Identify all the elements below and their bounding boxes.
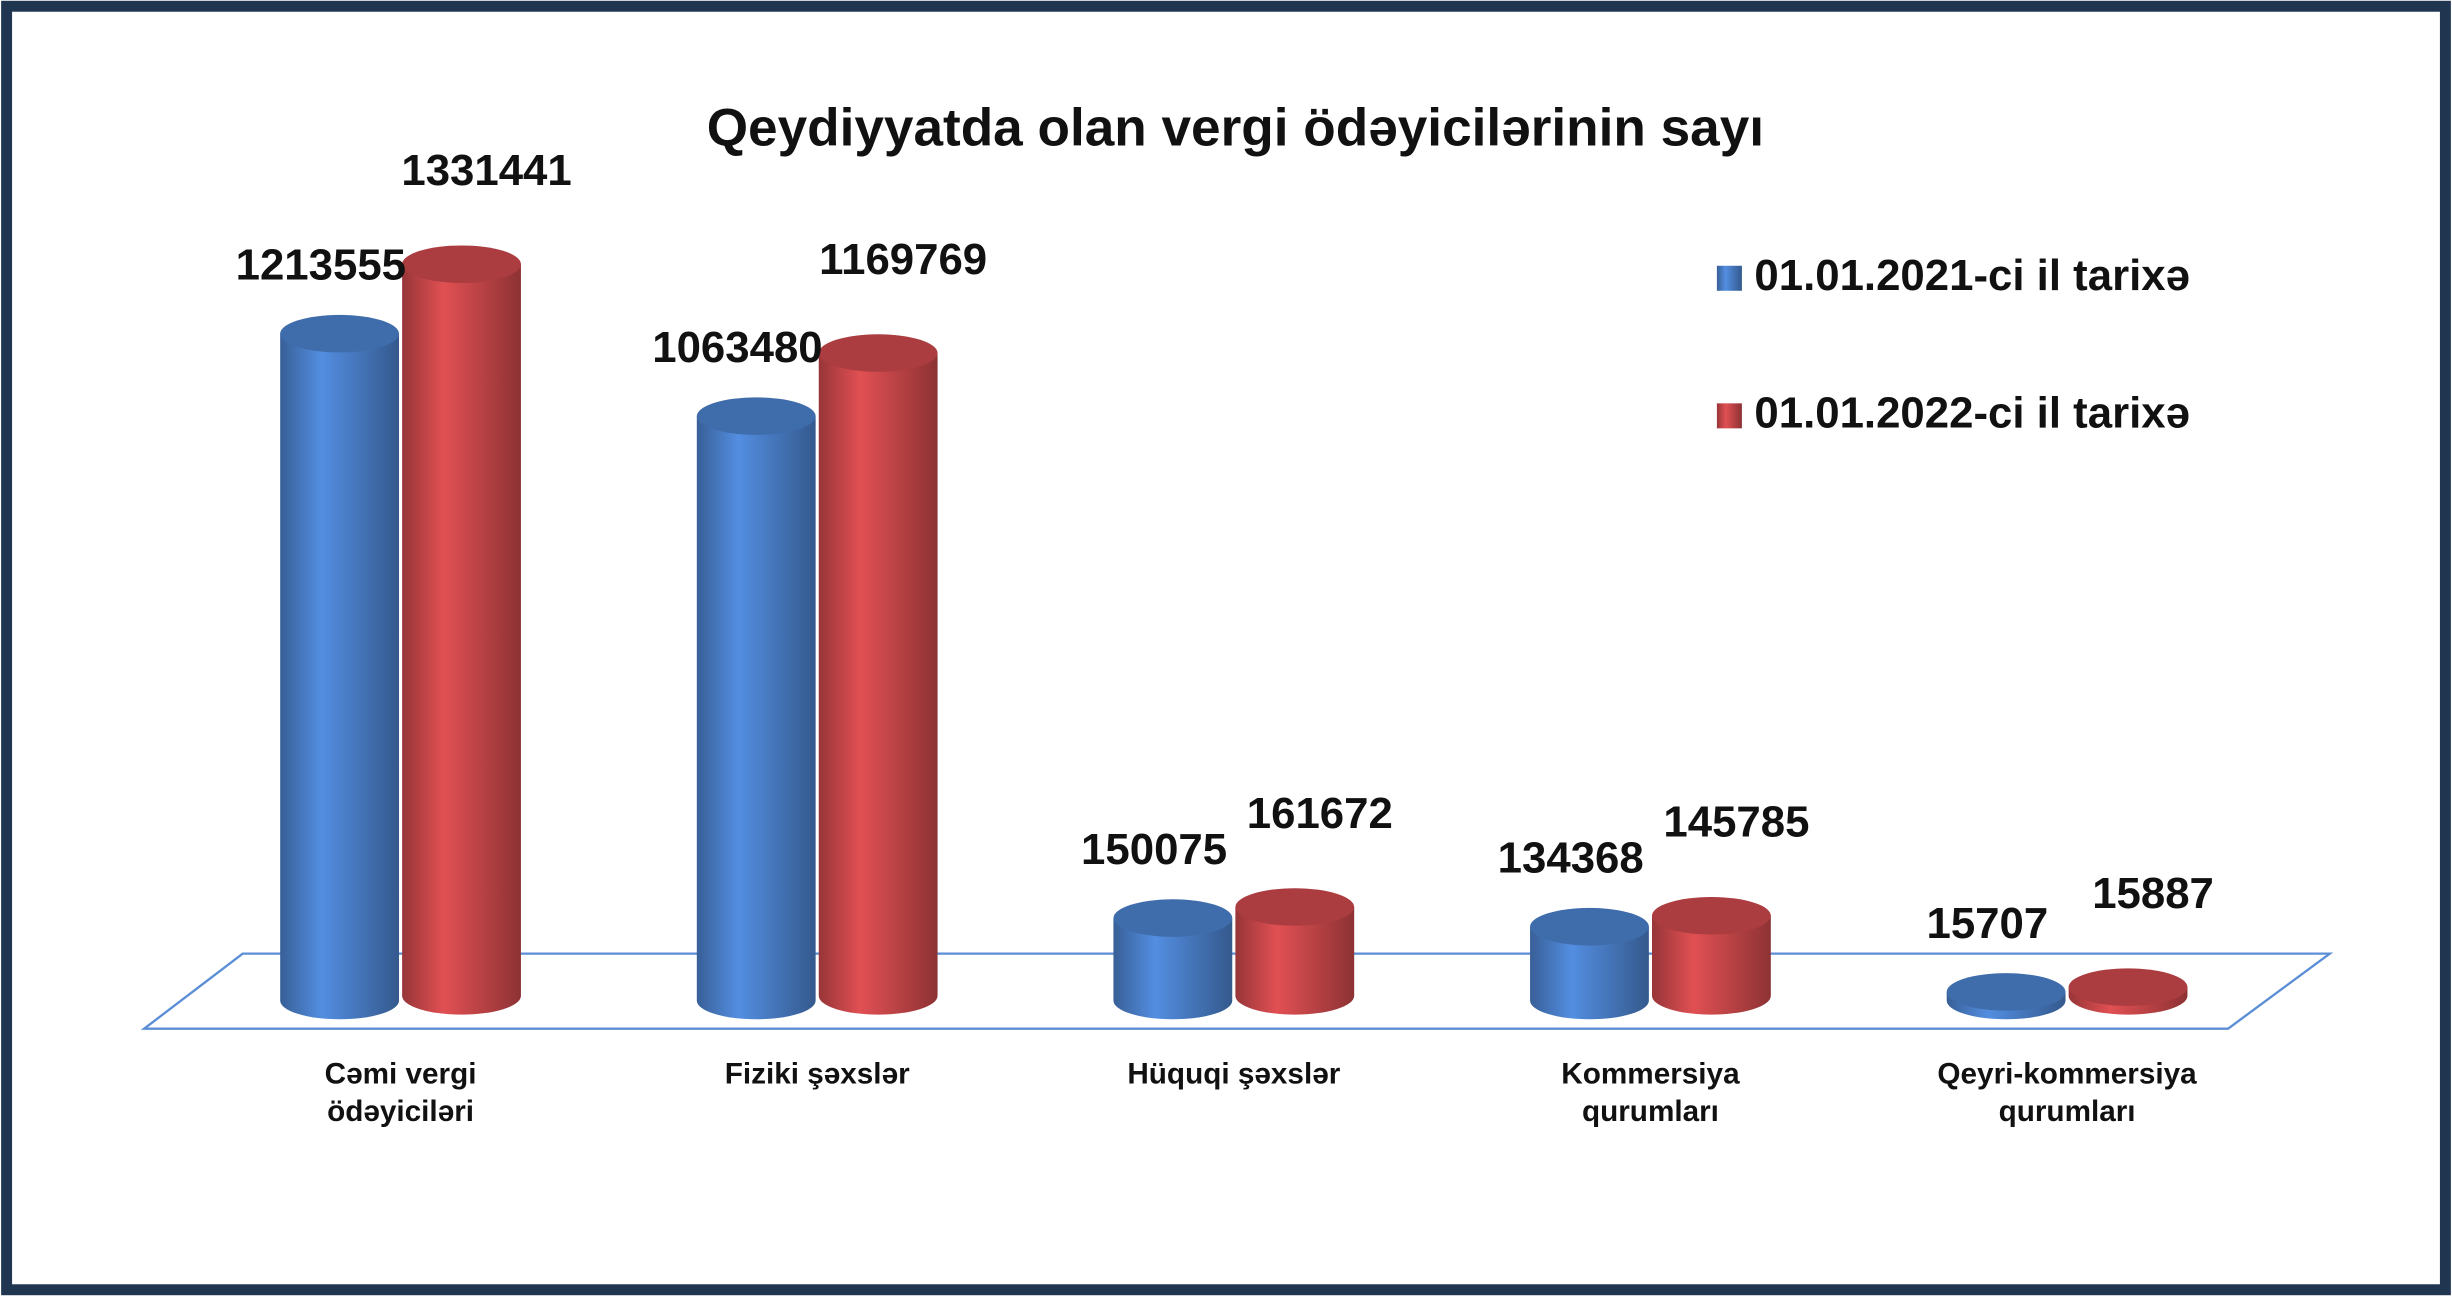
- data-label: 150075: [1081, 825, 1227, 874]
- bar: [1113, 918, 1233, 1020]
- legend-swatch: [1716, 403, 1742, 429]
- data-label: 1169769: [819, 235, 987, 284]
- data-label: 1331441: [401, 146, 571, 195]
- bar-top: [402, 245, 521, 283]
- data-label: 161672: [1247, 789, 1393, 838]
- chart-title: Qeydiyyatda olan vergi ödəyicilərinin sa…: [707, 98, 1764, 157]
- bar-top: [280, 314, 399, 353]
- x-label-box: Hüquqi şəxslər: [1127, 1058, 1341, 1092]
- bar: [402, 264, 521, 1015]
- bar-top: [2068, 968, 2188, 1006]
- x-label-box: Cəmi vergi ödəyiciləri: [324, 1058, 477, 1129]
- bar: [1530, 926, 1649, 1020]
- bar-top: [696, 397, 816, 435]
- x-tick-label: Kommersiya qurumları: [1561, 1058, 1740, 1129]
- data-label: 145785: [1663, 798, 1809, 847]
- bar-top: [1530, 907, 1649, 946]
- bar: [1235, 907, 1355, 1015]
- bar-top: [818, 334, 938, 372]
- bar: [1652, 915, 1771, 1015]
- bars: [280, 245, 2188, 1020]
- data-label: 1063480: [652, 323, 822, 372]
- x-tick-label: Cəmi vergi ödəyiciləri: [324, 1058, 477, 1129]
- bar-top: [1946, 973, 2066, 1011]
- bar: [818, 353, 938, 1015]
- legend-swatch: [1716, 265, 1742, 291]
- x-label-box: Kommersiya qurumları: [1561, 1058, 1740, 1129]
- data-label: 15707: [1926, 899, 2048, 948]
- legend-label: 01.01.2022-ci il tarixə: [1754, 388, 2190, 437]
- data-label: 1213555: [236, 241, 406, 290]
- data-label: 15887: [2092, 869, 2214, 918]
- bar-top: [1113, 899, 1233, 937]
- floor: [140, 952, 2334, 1030]
- x-label-box: Fiziki şəxslər: [724, 1058, 910, 1092]
- x-label-box: Qeyri-kommersiya qurumları: [1937, 1058, 2197, 1129]
- bar: [696, 416, 816, 1020]
- x-tick-label: Qeyri-kommersiya qurumları: [1937, 1058, 2197, 1129]
- legend-label: 01.01.2021-ci il tarixə: [1754, 251, 2190, 300]
- x-tick-label: Hüquqi şəxslər: [1127, 1058, 1341, 1092]
- bar: [280, 333, 399, 1020]
- data-label: 134368: [1498, 834, 1644, 883]
- bar-top: [1652, 896, 1771, 935]
- bar-top: [1235, 888, 1355, 926]
- x-tick-label: Fiziki şəxslər: [724, 1058, 910, 1092]
